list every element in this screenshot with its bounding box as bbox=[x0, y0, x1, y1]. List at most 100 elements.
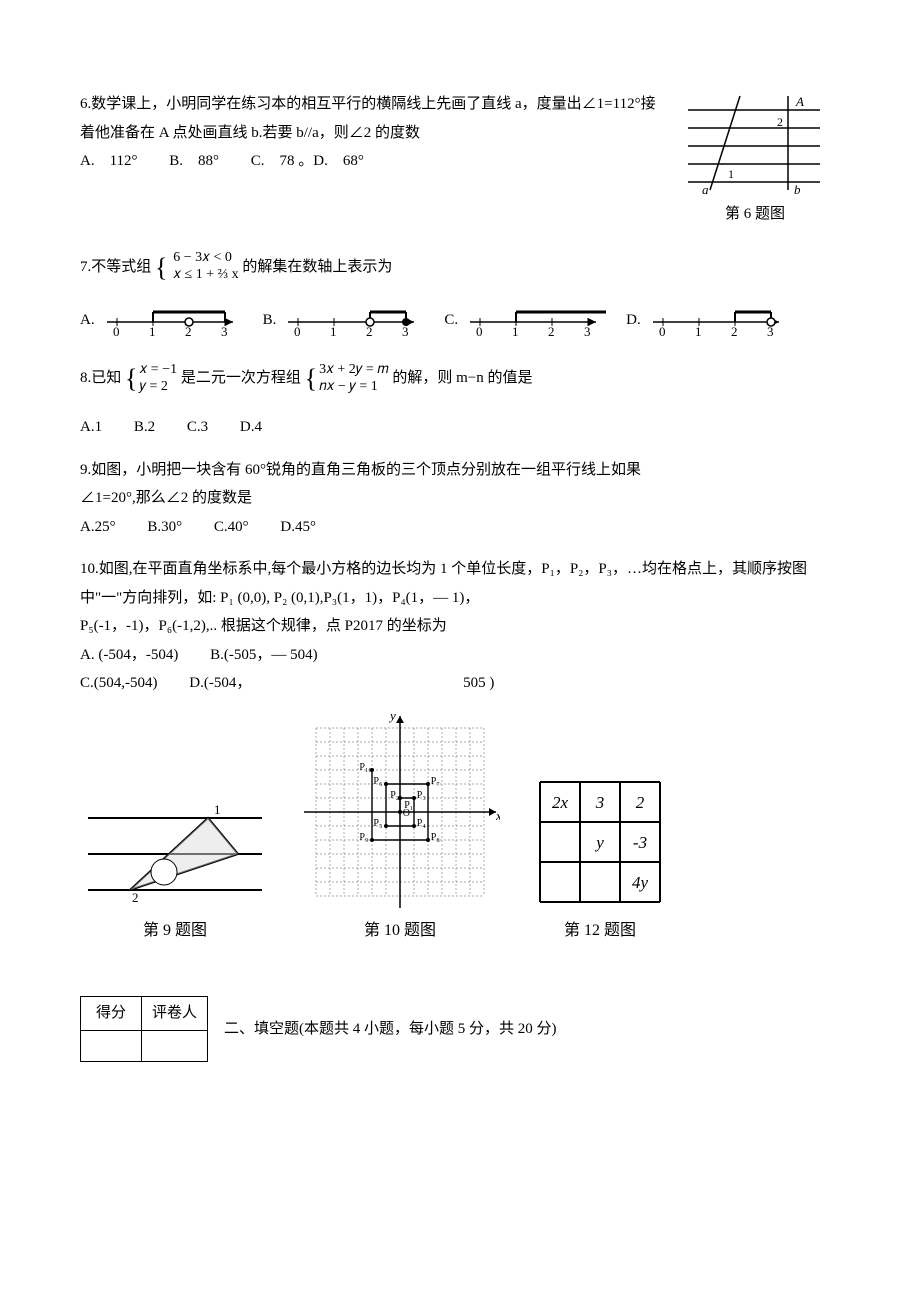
svg-text:2x: 2x bbox=[552, 793, 569, 812]
score-v1 bbox=[81, 1030, 142, 1061]
q6-opt-b: B. 88° bbox=[169, 147, 219, 176]
svg-text:A: A bbox=[795, 94, 804, 109]
svg-text:3: 3 bbox=[402, 324, 409, 339]
svg-text:P₃: P₃ bbox=[417, 790, 426, 801]
q6-body: 6.数学课上，小明同学在练习本的相互平行的横隔线上先画了直线 a，度量出∠1=1… bbox=[80, 90, 660, 147]
fig9-svg: 12 bbox=[80, 782, 270, 912]
svg-text:P₆: P₆ bbox=[373, 776, 383, 787]
question-8: 8.已知 { 𝑥 = −1 𝑦 = 2 是二元一次方程组 { 3𝑥 + 2𝑦 =… bbox=[80, 354, 840, 442]
numberline-b: 0123 bbox=[276, 300, 426, 340]
q6-svg: A2 1 a b bbox=[670, 90, 830, 200]
fig12-col: 2x 3 2 y -3 4y 第 12 题图 bbox=[530, 772, 670, 946]
svg-text:2: 2 bbox=[548, 324, 555, 339]
q10-a: A. (-504，-504) bbox=[80, 641, 178, 670]
q6-figure: A2 1 a b 第 6 题图 bbox=[670, 90, 840, 229]
q8-d: D.4 bbox=[240, 413, 262, 442]
q9-l1: 9.如图，小明把一块含有 60°锐角的直角三角板的三个顶点分别放在一组平行线上如… bbox=[80, 456, 840, 485]
q7-tail: 的解集在数轴上表示为 bbox=[242, 259, 392, 275]
q8-b: B.2 bbox=[134, 413, 155, 442]
score-h2: 评卷人 bbox=[142, 997, 208, 1031]
q9-c: C.40° bbox=[214, 513, 249, 542]
fig12-svg: 2x 3 2 y -3 4y bbox=[530, 772, 670, 912]
q6-opt-a: A. 112° bbox=[80, 147, 138, 176]
svg-text:P₉: P₉ bbox=[359, 832, 369, 843]
q10-l2: P₅(-1，-1)，P₆(-1,2),.. 根据这个规律，点 P2017 的坐标… bbox=[80, 612, 840, 641]
q8-c: C.3 bbox=[187, 413, 208, 442]
fig10-col: OP₁P₂P₃P₄P₅P₆P₇P₈P₉P₁₀xy 第 10 题图 bbox=[300, 712, 500, 946]
svg-text:b: b bbox=[794, 182, 801, 197]
q9-d: D.45° bbox=[280, 513, 316, 542]
score-h1: 得分 bbox=[81, 997, 142, 1031]
fig12-caption: 第 12 题图 bbox=[530, 916, 670, 946]
q10-d-tail: 505 ) bbox=[463, 669, 494, 698]
numberline-a: 0123 bbox=[95, 300, 245, 340]
svg-text:P₁: P₁ bbox=[404, 800, 413, 811]
q9-l2: ∠1=20°,那么∠2 的度数是 bbox=[80, 484, 840, 513]
q6-text: 6.数学课上，小明同学在练习本的相互平行的横隔线上先画了直线 a，度量出∠1=1… bbox=[80, 90, 660, 176]
numberline-d: 0123 bbox=[641, 300, 791, 340]
q7-labB: B. bbox=[263, 306, 277, 335]
svg-text:1: 1 bbox=[149, 324, 156, 339]
q6-caption: 第 6 题图 bbox=[670, 200, 840, 229]
q7-labA: A. bbox=[80, 306, 95, 335]
svg-text:3: 3 bbox=[595, 793, 605, 812]
svg-text:2: 2 bbox=[636, 793, 645, 812]
q9-a: A.25° bbox=[80, 513, 116, 542]
fig10-caption: 第 10 题图 bbox=[300, 916, 500, 946]
svg-text:P₁₀: P₁₀ bbox=[359, 762, 372, 773]
svg-text:0: 0 bbox=[113, 324, 120, 339]
q10-c: C.(504,-504) bbox=[80, 669, 158, 698]
q8-s1r2: 𝑦 = 2 bbox=[140, 379, 178, 396]
q7-labD: D. bbox=[626, 306, 641, 335]
svg-text:3: 3 bbox=[584, 324, 591, 339]
q8-s2r1: 3𝑥 + 2𝑦 = 𝑚 bbox=[319, 362, 389, 379]
svg-text:2: 2 bbox=[777, 115, 783, 129]
svg-text:y: y bbox=[388, 712, 396, 723]
q7-row1: 6 − 3𝑥 < 0 bbox=[173, 250, 238, 267]
svg-text:0: 0 bbox=[294, 324, 301, 339]
svg-text:P₈: P₈ bbox=[431, 832, 441, 843]
score-v2 bbox=[142, 1030, 208, 1061]
fig9-caption: 第 9 题图 bbox=[80, 916, 270, 946]
svg-text:0: 0 bbox=[659, 324, 666, 339]
q8-s2r2: 𝑛𝑥 − 𝑦 = 1 bbox=[319, 379, 389, 396]
svg-text:a: a bbox=[702, 182, 709, 197]
q8-s1r1: 𝑥 = −1 bbox=[140, 362, 178, 379]
q6-options: A. 112° B. 88° C. 78 。D. 68° bbox=[80, 147, 660, 176]
q6-opt-cd: C. 78 。D. 68° bbox=[251, 147, 364, 176]
question-10: 10.如图,在平面直角坐标系中,每个最小方格的边长均为 1 个单位长度，P₁，P… bbox=[80, 555, 840, 698]
q7-system: { 6 − 3𝑥 < 0 𝑥 ≤ 1 + ⅔ x bbox=[155, 243, 239, 292]
svg-text:P₅: P₅ bbox=[373, 818, 382, 829]
svg-text:x: x bbox=[495, 808, 500, 823]
svg-text:2: 2 bbox=[132, 890, 139, 905]
svg-text:y: y bbox=[594, 833, 604, 852]
svg-text:0: 0 bbox=[476, 324, 483, 339]
q8-mid: 是二元一次方程组 bbox=[181, 370, 301, 386]
svg-text:-3: -3 bbox=[633, 833, 647, 852]
svg-text:P₄: P₄ bbox=[417, 818, 427, 829]
svg-text:1: 1 bbox=[695, 324, 702, 339]
svg-text:1: 1 bbox=[512, 324, 519, 339]
question-7: 7.不等式组 { 6 − 3𝑥 < 0 𝑥 ≤ 1 + ⅔ x 的解集在数轴上表… bbox=[80, 243, 840, 340]
q8-lead: 8.已知 bbox=[80, 370, 121, 386]
question-6: 6.数学课上，小明同学在练习本的相互平行的横隔线上先画了直线 a，度量出∠1=1… bbox=[80, 90, 840, 229]
fig10-svg: OP₁P₂P₃P₄P₅P₆P₇P₈P₉P₁₀xy bbox=[300, 712, 500, 912]
q8-options: A.1 B.2 C.3 D.4 bbox=[80, 413, 840, 442]
svg-text:4y: 4y bbox=[632, 873, 649, 892]
figures-row: 12 第 9 题图 OP₁P₂P₃P₄P₅P₆P₇P₈P₉P₁₀xy 第 10 … bbox=[80, 712, 840, 946]
q7-lead: 7.不等式组 bbox=[80, 259, 151, 275]
q10-b: B.(-505，— 504) bbox=[210, 641, 318, 670]
numberline-c: 0 1 2 3 bbox=[458, 300, 608, 340]
question-9: 9.如图，小明把一块含有 60°锐角的直角三角板的三个顶点分别放在一组平行线上如… bbox=[80, 456, 840, 542]
q7-labC: C. bbox=[444, 306, 458, 335]
q9-b: B.30° bbox=[147, 513, 182, 542]
score-box: 得分评卷人 bbox=[80, 996, 208, 1062]
svg-text:1: 1 bbox=[728, 167, 734, 181]
section-2-row: 得分评卷人 二、填空题(本题共 4 小题，每小题 5 分，共 20 分) bbox=[80, 996, 840, 1062]
q7-numberlines: A.0123 B.0123 C.0123 D.0123 bbox=[80, 300, 840, 340]
svg-text:P₇: P₇ bbox=[431, 776, 440, 787]
svg-text:3: 3 bbox=[221, 324, 228, 339]
q10-d: D.(-504， bbox=[189, 669, 251, 698]
svg-text:1: 1 bbox=[330, 324, 337, 339]
svg-text:2: 2 bbox=[731, 324, 738, 339]
